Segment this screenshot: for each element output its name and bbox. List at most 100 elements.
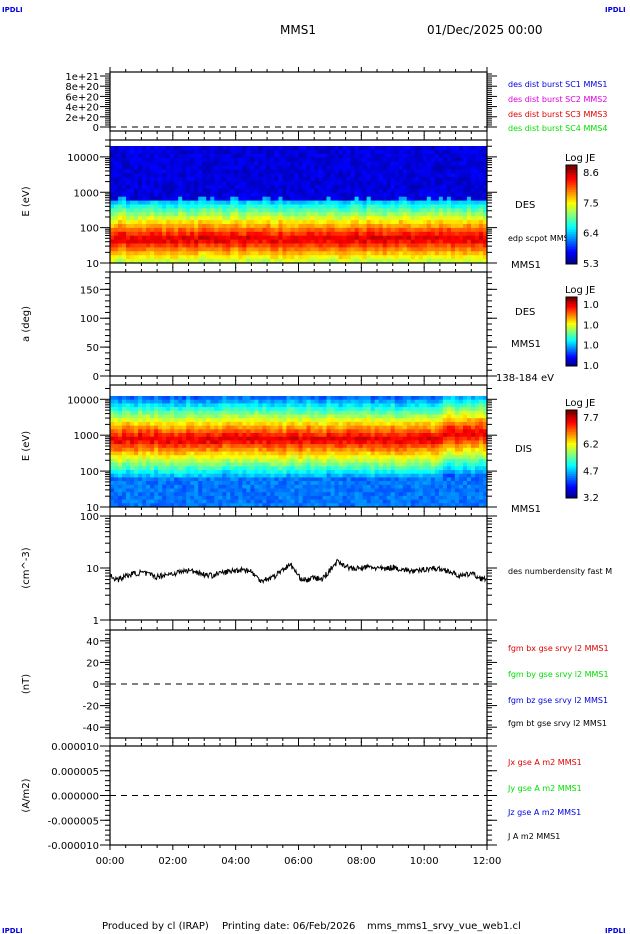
spectrogram-cell [386,196,392,201]
spectrogram-cell [418,255,424,260]
spectrogram-cell [154,414,159,419]
spectrogram-cell [250,231,255,237]
spectrogram-cell [234,488,239,493]
spectrogram-cell [122,216,127,221]
spectrogram-cell [222,458,227,463]
spectrogram-cell [322,466,327,471]
spectrogram-cell [210,492,215,497]
spectrogram-cell [210,455,215,460]
spectrogram-cell [134,161,139,166]
spectrogram-cell [470,200,476,205]
spectrogram-cell [298,503,303,508]
spectrogram-cell [454,146,460,151]
spectrogram-cell [210,243,215,248]
spectrogram-cell [434,161,440,166]
spectrogram-cell [194,451,199,456]
spectrogram-cell [114,169,119,174]
spectrogram-cell [362,153,368,159]
spectrogram-cell [282,492,287,497]
spectrogram-cell [254,200,259,205]
spectrogram-cell [190,473,195,478]
spectrogram-cell [118,403,123,408]
spectrogram-cell [234,433,239,438]
spectrogram-cell [294,196,299,201]
spectrogram-cell [254,231,259,237]
colorbar-step [566,315,577,319]
spectrogram-cell [278,466,283,471]
spectrogram-cell [174,503,179,508]
spectrogram-cell [218,149,223,155]
spectrogram-cell [318,499,323,504]
spectrogram-cell [426,161,432,166]
colorbar-step [566,329,577,332]
spectrogram-cell [206,503,211,508]
spectrogram-cell [266,259,271,264]
spectrogram-cell [338,185,344,190]
spectrogram-cell [470,173,476,178]
spectrogram-cell [166,181,171,186]
spectrogram-cell [230,188,235,194]
spectrogram-cell [186,161,191,166]
spectrogram-cell [386,169,392,174]
spectrogram-cell [254,403,259,408]
spectrogram-cell [190,436,195,441]
spectrogram-cell [374,255,380,260]
spectrogram-cell [322,173,327,178]
spectrogram-cell [298,414,303,419]
spectrogram-cell [342,165,348,170]
spectrogram-cell [438,169,444,174]
spectrogram-cell [246,503,251,508]
spectrogram-cell [234,196,239,201]
spectrogram-cell [318,488,323,493]
spectrogram-cell [478,157,484,162]
spectrogram-cell [418,235,424,240]
spectrogram-cell [286,177,291,182]
spectrogram-cell [142,473,147,478]
spectrogram-cell [226,185,231,190]
spectrogram-cell [158,436,163,441]
spectrogram-cell [118,192,123,198]
spectrogram-cell [182,403,187,408]
spectrogram-cell [438,165,444,170]
spectrogram-cell [118,447,123,452]
spectrogram-cell [266,216,271,221]
spectrogram-cell [150,462,155,467]
spectrogram-cell [306,436,311,441]
spectrogram-cell [254,169,259,174]
spectrogram-cell [278,227,283,233]
spectrogram-cell [322,414,327,419]
spectrogram-cell [146,173,151,178]
spectrogram-cell [326,484,331,489]
spectrogram-cell [478,243,484,248]
spectrogram-cell [282,157,287,162]
spectrogram-cell [318,247,323,252]
colorbar-step [566,353,577,357]
spectrogram-cell [370,204,376,209]
spectrogram-cell [186,458,191,463]
spectrogram-cell [338,259,344,264]
spectrogram-cell [214,188,219,194]
spectrogram-cell [262,418,267,423]
spectrogram-cell [382,177,388,182]
spectrogram-cell [414,239,420,244]
spectrogram-cell [310,149,315,155]
spectrogram-cell [294,421,299,426]
spectrogram-cell [266,462,271,467]
spectrogram-cell [246,433,251,438]
spectrogram-cell [258,470,263,475]
spectrogram-cell [162,429,167,434]
spectrogram-cell [274,396,279,401]
spectrogram-cell [298,169,303,174]
spectrogram-cell [210,196,215,201]
spectrogram-cell [110,153,115,159]
spectrogram-cell [254,235,259,240]
spectrogram-cell [222,466,227,471]
spectrogram-cell [266,484,271,489]
spectrogram-cell [138,146,143,151]
spectrogram-cell [186,153,191,159]
spectrogram-cell [410,192,416,198]
spectrogram-cell [290,414,295,419]
spectrogram-cell [230,153,235,159]
spectrogram-cell [330,208,335,213]
spectrogram-cell [230,403,235,408]
